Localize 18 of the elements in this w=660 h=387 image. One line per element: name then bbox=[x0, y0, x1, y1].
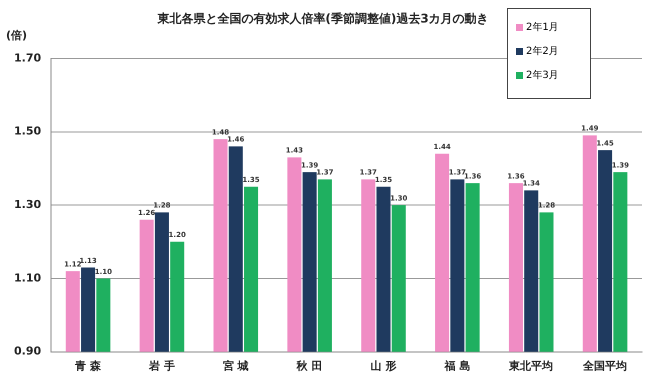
x-tick-label: 秋 田 bbox=[296, 359, 323, 372]
chart-title: 東北各県と全国の有効求人倍率(季節調整値)過去3カ月の動き bbox=[156, 11, 489, 26]
legend-label: 2年1月 bbox=[526, 21, 559, 34]
x-tick-label: 青 森 bbox=[74, 359, 102, 372]
y-tick-label: 1.10 bbox=[14, 271, 42, 284]
x-tick-label: 宮 城 bbox=[222, 359, 249, 372]
y-tick-label: 1.30 bbox=[14, 198, 42, 211]
x-tick-label: 東北平均 bbox=[508, 359, 554, 372]
y-tick-label: 1.50 bbox=[14, 124, 42, 138]
x-tick-label: 福 島 bbox=[443, 359, 470, 372]
y-tick-label: 1.70 bbox=[14, 51, 42, 64]
legend-label: 2年3月 bbox=[526, 69, 559, 82]
x-tick-label: 全国平均 bbox=[582, 359, 628, 372]
y-tick-label: 0.90 bbox=[14, 344, 42, 358]
legend-label: 2年2月 bbox=[526, 45, 559, 58]
x-tick-label: 山 形 bbox=[370, 359, 396, 372]
y-axis-title: (倍) bbox=[6, 28, 28, 42]
x-tick-label: 岩 手 bbox=[148, 359, 175, 372]
